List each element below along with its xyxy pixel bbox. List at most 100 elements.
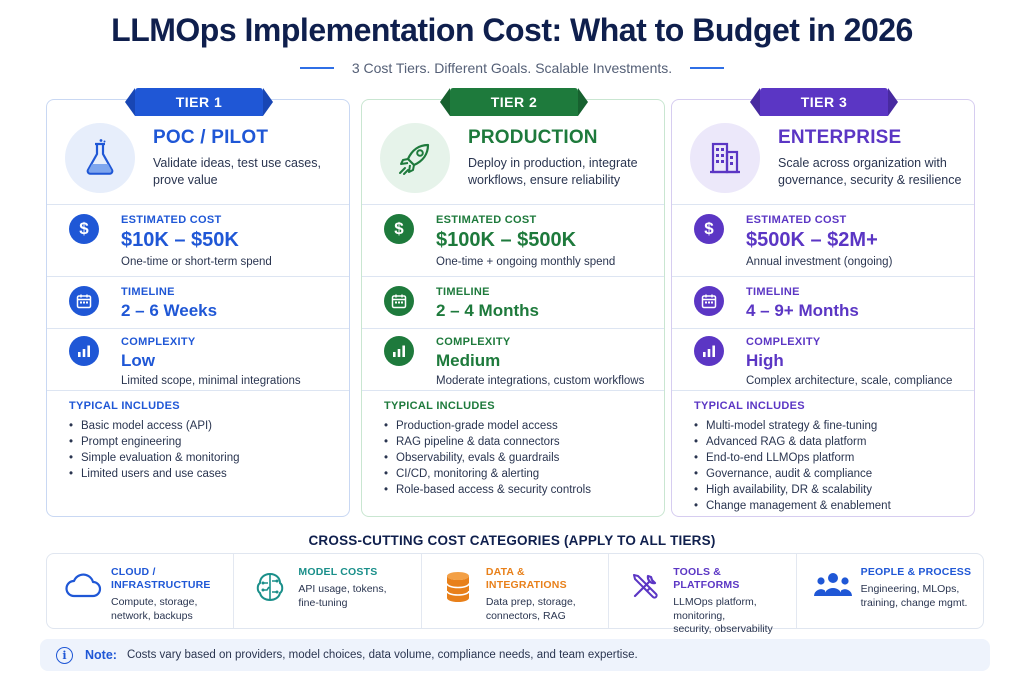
page-subtitle: 3 Cost Tiers. Different Goals. Scalable … — [351, 60, 673, 76]
dollar-icon: $ — [694, 214, 724, 244]
people-icon — [811, 566, 855, 628]
category-title: TOOLS & PLATFORMS — [673, 566, 740, 591]
category-title: CLOUD / INFRASTRUCTURE — [111, 566, 211, 591]
subtitle-line-right — [690, 67, 725, 69]
tier-card-3: TIER 3 ENTERPRISE Scale across organizat… — [671, 88, 975, 517]
list-item: RAG pipeline & data connectors — [384, 434, 654, 450]
divider — [362, 204, 664, 205]
cost-label: ESTIMATED COST — [121, 214, 222, 226]
tier-name: PRODUCTION — [468, 127, 598, 148]
complexity-value: High — [746, 351, 784, 370]
cost-note: One-time or short-term spend — [121, 256, 272, 268]
note-label: Note: — [85, 648, 117, 662]
tier-badge: TIER 3 — [750, 88, 898, 116]
cloud-icon — [61, 566, 105, 628]
category-desc: Engineering, MLOps, training, change mgm… — [860, 583, 968, 609]
complexity-note: Complex architecture, scale, compliance — [746, 375, 953, 387]
divider — [47, 390, 349, 391]
complexity-note: Limited scope, minimal integrations — [121, 375, 301, 387]
list-item: CI/CD, monitoring & alerting — [384, 466, 654, 482]
tier-name: POC / PILOT — [153, 127, 269, 148]
cost-value: $500K – $2M+ — [746, 229, 878, 251]
tier-description: Validate ideas, test use cases, prove va… — [153, 156, 321, 187]
category-cloud: CLOUD / INFRASTRUCTURE Compute, storage,… — [47, 554, 235, 628]
tier-card-2: TIER 2 PRODUCTION Deploy in production, … — [361, 88, 665, 517]
list-item: Limited users and use cases — [69, 466, 339, 482]
complexity-value: Low — [121, 351, 155, 370]
divider — [672, 204, 974, 205]
page-title: LLMOps Implementation Cost: What to Budg… — [111, 12, 913, 48]
cross-cutting-title: CROSS-CUTTING COST CATEGORIES (APPLY TO … — [308, 533, 716, 548]
cost-note: Annual investment (ongoing) — [746, 256, 893, 268]
includes-list: Basic model access (API) Prompt engineer… — [69, 418, 339, 482]
cost-label: ESTIMATED COST — [746, 214, 847, 226]
note-text: Costs vary based on providers, model cho… — [126, 649, 638, 661]
divider — [47, 276, 349, 277]
tier-description: Deploy in production, integrate workflow… — [468, 156, 638, 187]
timeline-row: TIMELINE 2 – 4 Months — [384, 286, 654, 321]
tools-icon — [623, 566, 667, 628]
list-item: Change management & enablement — [694, 498, 964, 514]
cross-cutting-categories: CLOUD / INFRASTRUCTURE Compute, storage,… — [46, 553, 984, 635]
list-item: End-to-end LLMOps platform — [694, 450, 964, 466]
divider — [362, 328, 664, 329]
note-bar: i Note: Costs vary based on providers, m… — [40, 639, 990, 671]
timeline-row: TIMELINE 2 – 6 Weeks — [69, 286, 339, 321]
category-data-integrations: DATA & INTEGRATIONS Data prep, storage, … — [422, 554, 610, 628]
list-item: Role-based access & security controls — [384, 482, 654, 498]
timeline-row: TIMELINE 4 – 9+ Months — [694, 286, 964, 321]
list-item: High availability, DR & scalability — [694, 482, 964, 498]
list-item: Governance, audit & compliance — [694, 466, 964, 482]
includes-list: Multi-model strategy & fine-tuning Advan… — [694, 418, 964, 514]
category-desc: API usage, tokens, fine-tuning — [298, 583, 387, 609]
tier-card-1: TIER 1 POC / PILOT Validate ideas, test … — [46, 88, 350, 517]
divider — [362, 276, 664, 277]
cost-value: $100K – $500K — [436, 229, 577, 251]
dollar-icon: $ — [69, 214, 99, 244]
category-people-process: PEOPLE & PROCESS Engineering, MLOps, tra… — [797, 554, 983, 628]
divider — [672, 276, 974, 277]
list-item: Production-grade model access — [384, 418, 654, 434]
subtitle-line-left — [299, 67, 334, 69]
typical-includes: TYPICAL INCLUDES Basic model access (API… — [69, 400, 339, 482]
divider — [47, 328, 349, 329]
category-model-costs: MODEL COSTS API usage, tokens, fine-tuni… — [234, 554, 422, 628]
complexity-label: COMPLEXITY — [121, 336, 196, 348]
cost-row: $ ESTIMATED COST $100K – $500K One-time … — [384, 214, 654, 268]
tier-header: POC / PILOT Validate ideas, test use cas… — [65, 116, 339, 200]
cost-value: $10K – $50K — [121, 229, 239, 251]
tier-badge: TIER 1 — [125, 88, 273, 116]
info-icon: i — [56, 646, 73, 664]
includes-title: TYPICAL INCLUDES — [69, 400, 180, 412]
category-desc: Compute, storage, network, backups — [111, 596, 198, 622]
timeline-value: 2 – 6 Weeks — [121, 301, 218, 320]
tier-header: ENTERPRISE Scale across organization wit… — [690, 116, 964, 200]
complexity-note: Moderate integrations, custom workflows — [436, 375, 645, 387]
bar-chart-icon — [69, 336, 99, 366]
list-item: Basic model access (API) — [69, 418, 339, 434]
tier-description: Scale across organization with governanc… — [778, 156, 962, 187]
list-item: Advanced RAG & data platform — [694, 434, 964, 450]
cost-label: ESTIMATED COST — [436, 214, 537, 226]
complexity-value: Medium — [436, 351, 501, 370]
list-item: Simple evaluation & monitoring — [69, 450, 339, 466]
category-title: MODEL COSTS — [298, 566, 378, 578]
complexity-row: COMPLEXITY High Complex architecture, sc… — [694, 336, 964, 387]
typical-includes: TYPICAL INCLUDES Production-grade model … — [384, 400, 654, 498]
timeline-label: TIMELINE — [436, 286, 490, 298]
category-desc: Data prep, storage, connectors, RAG — [485, 596, 576, 622]
timeline-value: 2 – 4 Months — [436, 301, 539, 320]
rocket-icon — [380, 123, 450, 193]
list-item: Multi-model strategy & fine-tuning — [694, 418, 964, 434]
timeline-label: TIMELINE — [121, 286, 175, 298]
tier-name: ENTERPRISE — [778, 127, 902, 148]
dollar-icon: $ — [384, 214, 414, 244]
category-tools-platforms: TOOLS & PLATFORMS LLMOps platform, monit… — [609, 554, 797, 635]
tier-header: PRODUCTION Deploy in production, integra… — [380, 116, 654, 200]
complexity-row: COMPLEXITY Medium Moderate integrations,… — [384, 336, 654, 387]
brain-icon — [248, 566, 292, 628]
category-title: DATA & INTEGRATIONS — [485, 566, 567, 591]
category-desc: LLMOps platform, monitoring, security, o… — [673, 596, 773, 635]
cost-note: One-time + ongoing monthly spend — [436, 256, 616, 268]
cost-row: $ ESTIMATED COST $500K – $2M+ Annual inv… — [694, 214, 964, 268]
